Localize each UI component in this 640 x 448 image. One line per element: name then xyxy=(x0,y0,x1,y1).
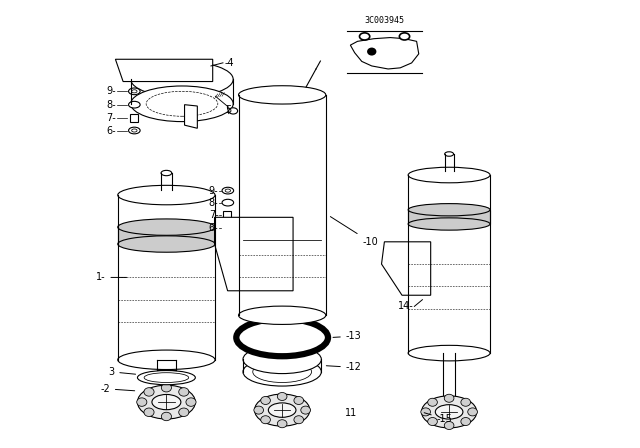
Ellipse shape xyxy=(228,108,237,114)
Ellipse shape xyxy=(186,398,196,406)
Text: -12: -12 xyxy=(326,362,362,372)
Ellipse shape xyxy=(222,199,234,206)
Bar xyxy=(408,210,490,224)
Text: 8-: 8- xyxy=(209,198,218,207)
Ellipse shape xyxy=(152,395,181,410)
Ellipse shape xyxy=(422,396,477,428)
Text: 6-: 6- xyxy=(106,125,116,135)
Ellipse shape xyxy=(118,219,215,235)
Ellipse shape xyxy=(131,61,233,97)
Ellipse shape xyxy=(445,152,454,156)
Ellipse shape xyxy=(301,406,310,414)
Ellipse shape xyxy=(461,418,470,426)
Ellipse shape xyxy=(118,185,215,205)
Polygon shape xyxy=(381,242,431,295)
Ellipse shape xyxy=(246,323,317,352)
Ellipse shape xyxy=(137,398,147,406)
Ellipse shape xyxy=(444,422,454,430)
Ellipse shape xyxy=(294,416,303,424)
Ellipse shape xyxy=(118,236,215,252)
Ellipse shape xyxy=(277,420,287,428)
Ellipse shape xyxy=(421,408,431,416)
Text: 6-: 6- xyxy=(209,223,218,233)
Ellipse shape xyxy=(146,91,218,116)
Ellipse shape xyxy=(179,388,189,396)
Ellipse shape xyxy=(435,405,463,419)
Text: 7-: 7- xyxy=(106,113,116,123)
Ellipse shape xyxy=(399,33,410,40)
Text: 8-: 8- xyxy=(106,100,116,110)
Polygon shape xyxy=(184,105,197,128)
Ellipse shape xyxy=(132,129,137,132)
Ellipse shape xyxy=(179,408,189,417)
Text: -10: -10 xyxy=(330,216,378,247)
Ellipse shape xyxy=(260,396,270,405)
Ellipse shape xyxy=(239,306,326,324)
Ellipse shape xyxy=(428,418,437,426)
Ellipse shape xyxy=(468,408,477,416)
Text: 11: 11 xyxy=(344,408,356,418)
Ellipse shape xyxy=(144,408,154,417)
Text: 3C003945: 3C003945 xyxy=(365,16,404,25)
Ellipse shape xyxy=(268,403,296,418)
Text: -4: -4 xyxy=(224,58,234,68)
Text: 7-: 7- xyxy=(209,210,218,220)
Text: 14-: 14- xyxy=(397,302,413,311)
Ellipse shape xyxy=(161,170,172,176)
Ellipse shape xyxy=(254,406,264,414)
Ellipse shape xyxy=(138,385,195,419)
Ellipse shape xyxy=(408,218,490,230)
Ellipse shape xyxy=(408,345,490,361)
Bar xyxy=(223,211,232,219)
Ellipse shape xyxy=(408,203,490,216)
Text: 9-: 9- xyxy=(106,86,116,96)
Ellipse shape xyxy=(144,388,154,396)
Text: 5: 5 xyxy=(226,105,232,115)
Ellipse shape xyxy=(129,101,140,108)
Ellipse shape xyxy=(360,33,370,40)
Ellipse shape xyxy=(408,167,490,183)
Ellipse shape xyxy=(277,392,287,401)
Ellipse shape xyxy=(132,90,137,93)
Polygon shape xyxy=(350,38,419,69)
Text: -15: -15 xyxy=(424,413,452,424)
Text: 9-: 9- xyxy=(209,185,218,196)
Ellipse shape xyxy=(461,398,470,406)
Ellipse shape xyxy=(225,226,230,229)
Ellipse shape xyxy=(225,189,230,192)
Polygon shape xyxy=(115,59,212,82)
Ellipse shape xyxy=(144,373,189,383)
Ellipse shape xyxy=(222,224,234,231)
Ellipse shape xyxy=(243,358,321,386)
Ellipse shape xyxy=(255,394,310,426)
Ellipse shape xyxy=(253,361,312,383)
Text: -13: -13 xyxy=(333,331,362,341)
Text: 1-: 1- xyxy=(96,272,127,282)
Text: -2: -2 xyxy=(100,384,134,394)
Ellipse shape xyxy=(138,370,195,385)
Bar xyxy=(130,114,138,122)
Ellipse shape xyxy=(294,396,303,405)
Ellipse shape xyxy=(243,345,321,374)
Ellipse shape xyxy=(367,47,376,56)
Ellipse shape xyxy=(161,383,172,392)
Ellipse shape xyxy=(129,127,140,134)
Ellipse shape xyxy=(260,416,270,424)
Ellipse shape xyxy=(222,187,234,194)
Ellipse shape xyxy=(161,412,172,421)
Bar xyxy=(118,227,215,244)
Ellipse shape xyxy=(444,394,454,402)
Ellipse shape xyxy=(131,86,233,121)
Ellipse shape xyxy=(129,88,140,95)
Ellipse shape xyxy=(428,398,437,406)
Ellipse shape xyxy=(118,350,215,370)
Ellipse shape xyxy=(239,86,326,104)
Text: 3: 3 xyxy=(108,367,136,377)
Ellipse shape xyxy=(236,319,328,356)
Polygon shape xyxy=(214,217,293,291)
